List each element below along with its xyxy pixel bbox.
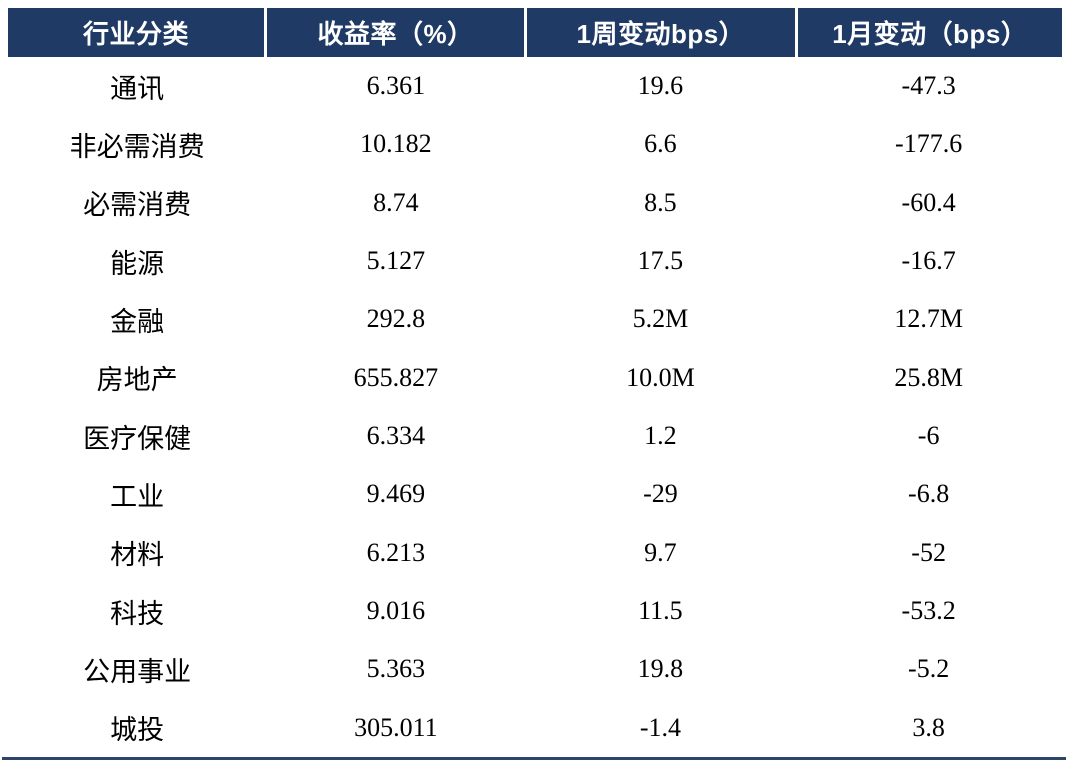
yield-cell: 9.469 [366, 479, 426, 509]
industry-cell: 非必需消费 [69, 131, 205, 162]
week-change-cell: 1.2 [644, 421, 677, 451]
industry-cell: 医疗保健 [83, 423, 192, 454]
yield-cell: 292.8 [366, 304, 426, 334]
month-change-cell: -53.2 [901, 596, 956, 626]
week-change-cell: 19.6 [637, 71, 684, 101]
industry-cell: 公用事业 [83, 656, 192, 687]
table-row: 医疗保健 6.334 1.2 -6 [8, 407, 1062, 465]
yield-cell: 6.361 [366, 71, 426, 101]
week-change-cell: -29 [643, 479, 678, 509]
table-row: 能源 5.127 17.5 -16.7 [8, 232, 1062, 290]
week-change-cell: 9.7 [644, 537, 677, 567]
industry-cell: 通讯 [110, 73, 165, 104]
month-change-cell: 25.8M [894, 362, 963, 392]
industry-cell: 能源 [110, 248, 165, 279]
table-row: 非必需消费 10.182 6.6 -177.6 [8, 115, 1062, 173]
table-row: 材料 6.213 9.7 -52 [8, 524, 1062, 582]
industry-cell: 房地产 [96, 365, 178, 396]
week-change-cell: 10.0M [626, 362, 695, 392]
table-header-row: 行业分类 收益率（%） 1周变动bps） 1月变动（bps） [8, 8, 1062, 57]
column-header-yield: 收益率（%） [267, 8, 528, 57]
industry-cell: 必需消费 [83, 190, 192, 221]
table-row: 工业 9.469 -29 -6.8 [8, 465, 1062, 523]
yield-cell: 9.016 [366, 596, 426, 626]
yield-cell: 6.334 [366, 421, 426, 451]
yield-cell: 5.363 [366, 654, 426, 684]
month-change-cell: -16.7 [901, 246, 956, 276]
month-change-cell: -60.4 [901, 187, 956, 217]
table-row: 必需消费 8.74 8.5 -60.4 [8, 174, 1062, 232]
month-change-cell: -52 [911, 537, 946, 567]
table-bottom-border [2, 757, 1066, 760]
yield-cell: 8.74 [373, 187, 419, 217]
table-row: 公用事业 5.363 19.8 -5.2 [8, 640, 1062, 698]
industry-cell: 金融 [110, 306, 165, 337]
month-change-cell: -47.3 [901, 71, 956, 101]
yield-cell: 655.827 [353, 362, 439, 392]
week-change-cell: 5.2M [632, 304, 689, 334]
column-header-month-change: 1月变动（bps） [797, 8, 1062, 57]
week-change-cell: 19.8 [637, 654, 684, 684]
industry-cell: 城投 [110, 715, 165, 746]
table-body: 通讯 6.361 19.6 -47.3 非必需消费 10.182 6.6 -17… [8, 57, 1062, 757]
table-row: 通讯 6.361 19.6 -47.3 [8, 57, 1062, 115]
table-row: 城投 305.011 -1.4 3.8 [8, 699, 1062, 757]
week-change-cell: 8.5 [644, 187, 677, 217]
table-row: 科技 9.016 11.5 -53.2 [8, 582, 1062, 640]
industry-cell: 工业 [110, 481, 165, 512]
yield-cell: 6.213 [366, 537, 426, 567]
table-row: 金融 292.8 5.2M 12.7M [8, 290, 1062, 348]
yield-cell: 10.182 [360, 129, 432, 159]
week-change-cell: -1.4 [639, 712, 681, 742]
yield-cell: 305.011 [354, 712, 438, 742]
month-change-cell: -177.6 [895, 129, 963, 159]
column-header-week-change: 1周变动bps） [527, 8, 798, 57]
table-row: 房地产 655.827 10.0M 25.8M [8, 349, 1062, 407]
month-change-cell: 12.7M [894, 304, 963, 334]
month-change-cell: 3.8 [912, 712, 945, 742]
month-change-cell: -6 [917, 421, 940, 451]
industry-cell: 科技 [110, 598, 165, 629]
month-change-cell: -5.2 [908, 654, 950, 684]
week-change-cell: 6.6 [644, 129, 677, 159]
industry-yield-table: 行业分类 收益率（%） 1周变动bps） 1月变动（bps） 通讯 6.361 … [8, 8, 1062, 757]
month-change-cell: -6.8 [908, 479, 950, 509]
week-change-cell: 17.5 [637, 246, 684, 276]
yield-cell: 5.127 [366, 246, 426, 276]
industry-cell: 材料 [110, 540, 165, 571]
column-header-industry: 行业分类 [8, 8, 268, 57]
week-change-cell: 11.5 [638, 596, 683, 626]
